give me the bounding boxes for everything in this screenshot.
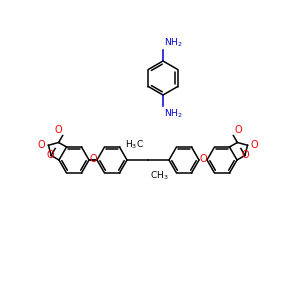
- Text: O: O: [38, 140, 46, 150]
- Text: O: O: [89, 154, 97, 164]
- Text: O: O: [250, 140, 258, 150]
- Text: O: O: [54, 124, 62, 134]
- Text: NH$_2$: NH$_2$: [164, 37, 183, 49]
- Text: O: O: [199, 154, 207, 164]
- Text: O: O: [234, 124, 242, 134]
- Text: NH$_2$: NH$_2$: [164, 107, 183, 119]
- Text: CH$_3$: CH$_3$: [150, 169, 169, 182]
- Text: O: O: [46, 149, 54, 160]
- Text: O: O: [242, 149, 250, 160]
- Text: H$_3$C: H$_3$C: [125, 139, 144, 151]
